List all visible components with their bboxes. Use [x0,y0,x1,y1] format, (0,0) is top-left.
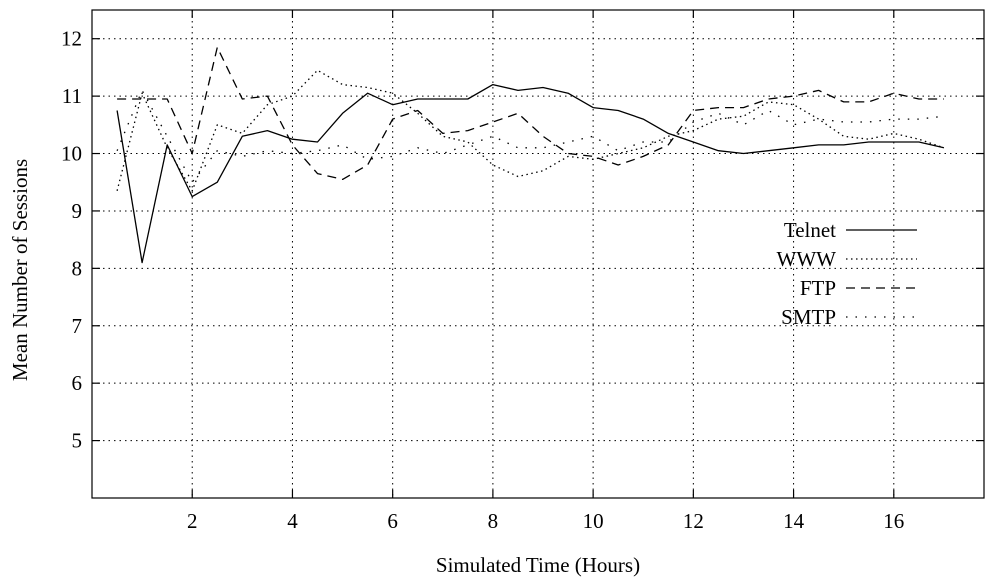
x-tick-label: 6 [387,509,398,533]
y-tick-label: 5 [72,429,83,453]
grid-layer [92,10,984,498]
y-tick-label: 8 [72,256,83,280]
x-tick-label: 2 [187,509,198,533]
series-line-telnet [116,83,945,264]
y-tick-label: 11 [62,84,82,108]
tick-layer [92,10,984,498]
legend-label-ftp: FTP [800,276,836,300]
y-tick-label: 6 [72,371,83,395]
series-line-smtp [116,89,944,183]
y-tick-label: 9 [72,199,83,223]
x-tick-label: 8 [488,509,499,533]
series-layer [116,46,945,264]
legend-label-telnet: Telnet [784,218,836,242]
y-tick-label: 12 [61,27,82,51]
tick-label-layer: 5 6 7 8 9 10 11 12 2 4 6 8 10 12 14 16 [61,27,904,533]
x-tick-label: 14 [783,509,805,533]
x-tick-label: 12 [683,509,704,533]
legend-label-smtp: SMTP [781,305,836,329]
x-tick-label: 4 [287,509,298,533]
y-axis-label: Mean Number of Sessions [8,159,32,381]
legend-label-www: WWW [777,247,837,271]
x-tick-label: 10 [583,509,604,533]
x-axis-label: Simulated Time (Hours) [436,553,640,577]
x-tick-label: 16 [883,509,904,533]
legend: Telnet WWW FTP SMTP [777,218,917,329]
y-tick-label: 7 [72,314,83,338]
plot-frame [91,9,985,499]
y-tick-label: 10 [61,142,82,166]
series-line-ftp [117,46,944,181]
